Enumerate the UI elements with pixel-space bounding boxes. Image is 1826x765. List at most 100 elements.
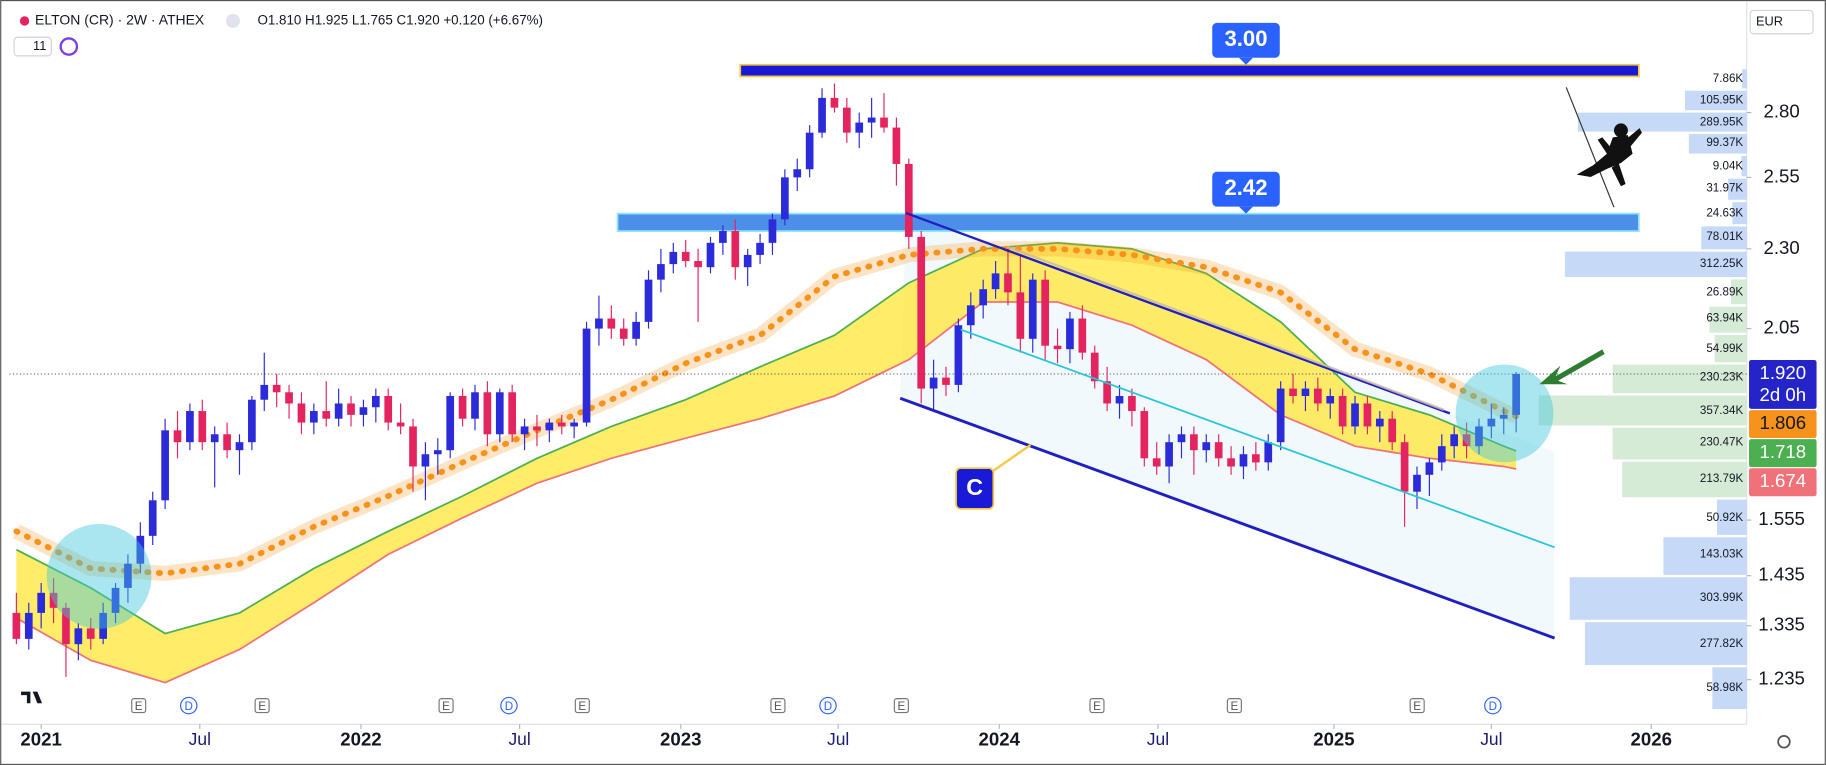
zone-band: [739, 63, 1640, 78]
volume-profile-label: 58.98K: [1706, 681, 1743, 694]
channel-middle: [960, 328, 1555, 549]
zone-label-box: [1212, 22, 1280, 58]
candle-body: [384, 395, 393, 423]
candle-body: [297, 403, 306, 423]
volume-profile-bar: [1701, 226, 1747, 250]
channel-lower: [899, 396, 1556, 640]
candle-body: [409, 426, 417, 467]
volume-profile-label: 312.25K: [1700, 257, 1744, 270]
event-marker: [254, 698, 270, 714]
candle-body: [260, 384, 269, 400]
event-marker: [893, 698, 909, 714]
candle-body: [396, 422, 405, 427]
zone-label: 3.00: [1224, 26, 1267, 51]
candle-body: [74, 628, 83, 645]
candle-body: [644, 279, 653, 322]
candle-body: [446, 395, 455, 451]
volume-profile-bar: [1663, 537, 1747, 575]
x-tick-label: 2024: [979, 728, 1021, 749]
candle-body: [979, 289, 988, 306]
candle-body: [582, 328, 591, 423]
candle-body: [1264, 442, 1273, 463]
candle-body: [1115, 395, 1124, 404]
y-tick-label: 1.435: [1758, 564, 1805, 585]
event-marker: [1089, 698, 1105, 714]
candle-body: [545, 422, 554, 431]
overlay: C 7.86K 105.95K 289.95K 99.37K 9.04K 31.97K 24…: [21, 22, 1744, 704]
candle-body: [186, 411, 194, 443]
candle-body: [1313, 388, 1322, 404]
event-marker: [131, 698, 147, 714]
event-label: E: [258, 700, 266, 713]
x-tick-label: 2022: [340, 728, 381, 749]
volume-profile-bar: [1612, 364, 1747, 394]
sync-icon[interactable]: [59, 37, 79, 56]
zone-label-pointer: [1239, 206, 1253, 214]
volume-profile-bar: [1732, 202, 1747, 225]
candle-body: [471, 392, 479, 419]
candle-body: [991, 273, 1000, 290]
y-tick-label: 2.55: [1764, 165, 1800, 186]
zone-label-box: [1212, 171, 1280, 207]
volume-profile-bar: [1538, 395, 1747, 426]
candle-body: [942, 377, 950, 385]
candle-body: [1425, 462, 1434, 475]
candle-body: [892, 127, 901, 164]
wave-label-box: [955, 467, 995, 510]
volume-profile-label: 143.03K: [1700, 547, 1744, 560]
candle-body: [37, 592, 46, 613]
settings-icon[interactable]: [1777, 735, 1791, 749]
candle-body: [1437, 446, 1446, 463]
price-label: 1.806: [1759, 412, 1806, 433]
event-label: E: [442, 700, 450, 713]
candle-body: [1202, 442, 1211, 451]
x-tick-label: Jul: [827, 729, 849, 749]
candle-body: [285, 392, 293, 404]
candle-body: [830, 97, 839, 108]
volume-profile-label: 289.95K: [1700, 116, 1744, 129]
currency-box[interactable]: [1749, 9, 1814, 35]
candle-body: [322, 411, 331, 419]
ema-line: [13, 245, 1520, 577]
candle-body: [595, 318, 603, 329]
volume-profile-label: 277.82K: [1700, 637, 1744, 650]
arrow: [1539, 349, 1605, 385]
candle-body: [681, 251, 690, 262]
event-marker: [770, 698, 786, 714]
event-marker: [1409, 698, 1425, 714]
volume-profile-label: 24.63K: [1706, 207, 1743, 220]
candle-body: [1375, 418, 1384, 427]
candle-body: [1499, 414, 1508, 419]
ma-line: [15, 301, 1517, 684]
candle-body: [756, 242, 764, 255]
y-tick-label: 1.555: [1758, 508, 1805, 529]
candle-body: [1140, 411, 1149, 459]
candle-body: [768, 219, 777, 243]
candle-body: [1190, 434, 1198, 451]
candle-body: [1239, 454, 1248, 467]
volume-profile-bar: [1712, 667, 1747, 710]
candle-body: [371, 395, 380, 408]
candle-body: [223, 434, 231, 451]
candle-body: [867, 117, 876, 123]
price-label-box: [1749, 360, 1817, 409]
candle-body: [904, 163, 913, 237]
event-label: E: [1413, 700, 1421, 713]
candle-body: [310, 411, 318, 423]
candle-body: [1090, 352, 1099, 382]
indicators-button[interactable]: [13, 36, 52, 57]
volume-profile-bar: [1728, 178, 1747, 200]
logo: [21, 691, 43, 704]
event-label: D: [824, 700, 832, 713]
candle-body: [1128, 395, 1136, 412]
candle-body: [24, 612, 33, 639]
channel-fill: [900, 213, 1555, 639]
event-marker: [819, 696, 837, 715]
event-label: D: [1489, 700, 1497, 713]
x-tick-label: Jul: [1480, 729, 1502, 749]
candle-body: [1301, 388, 1310, 396]
event-label: D: [505, 700, 513, 713]
price-label-box: [1749, 410, 1817, 439]
symbol-icon: [19, 16, 30, 26]
